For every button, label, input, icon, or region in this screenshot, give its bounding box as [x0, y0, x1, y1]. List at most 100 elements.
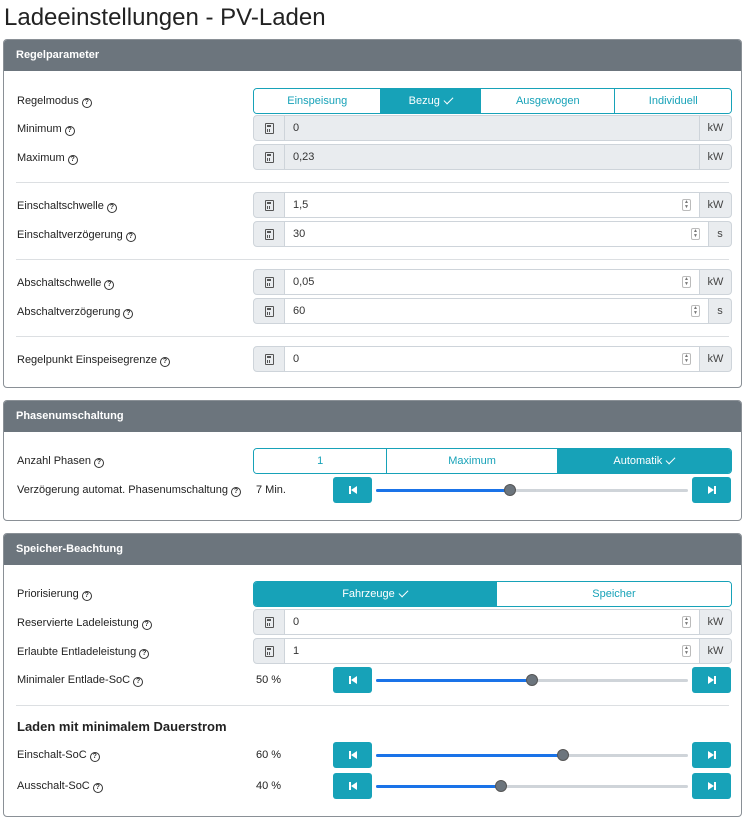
help-icon[interactable]: ?: [123, 309, 134, 319]
calculator-button[interactable]: [253, 298, 285, 324]
spinner-icon[interactable]: ▲ ▼: [682, 645, 691, 657]
help-icon[interactable]: ?: [81, 591, 92, 601]
calculator-button[interactable]: [253, 144, 285, 170]
help-icon[interactable]: ?: [160, 357, 171, 367]
abschaltschwelle-input[interactable]: 0,05 ▲ ▼: [285, 269, 700, 295]
regelmodus-button-group: Einspeisung Bezug Ausgewogen Individuell: [253, 88, 732, 114]
minimum-input-group: 0 kW: [253, 115, 732, 143]
spinner-icon[interactable]: ▲ ▼: [691, 228, 700, 240]
priorisierung-option-fahrzeuge[interactable]: Fahrzeuge: [254, 582, 496, 606]
calculator-button[interactable]: [253, 609, 285, 635]
einschalt-soc-decrease-button[interactable]: [333, 742, 372, 768]
step-backward-icon: [348, 782, 357, 790]
help-icon[interactable]: ?: [141, 620, 152, 630]
row-regelmodus: Regelmodus? Einspeisung Bezug Ausgewogen…: [4, 87, 741, 115]
calculator-icon: [264, 645, 274, 657]
einschaltschwelle-input[interactable]: 1,5 ▲ ▼: [285, 192, 700, 218]
help-icon[interactable]: ?: [92, 783, 103, 793]
slider-fill: [376, 679, 532, 682]
page-title: Ladeeinstellungen - PV-Laden: [4, 4, 326, 31]
maximum-input-group: 0,23 kW: [253, 144, 732, 172]
minimum-field: 0: [285, 115, 700, 141]
help-icon[interactable]: ?: [133, 677, 144, 687]
spinner-icon[interactable]: ▲ ▼: [691, 305, 700, 317]
verzoegerung-increase-button[interactable]: [692, 477, 731, 503]
calculator-button[interactable]: [253, 269, 285, 295]
regelmodus-option-individuell[interactable]: Individuell: [614, 89, 731, 113]
check-icon: [443, 94, 454, 105]
card-header-regelparameter[interactable]: Regelparameter: [4, 40, 741, 71]
help-icon[interactable]: ?: [81, 98, 92, 108]
einschaltverzoegerung-input[interactable]: 30 ▲ ▼: [285, 221, 709, 247]
min-entlade-soc-slider[interactable]: [376, 674, 688, 686]
spinner-icon[interactable]: ▲ ▼: [682, 199, 691, 211]
slider-thumb[interactable]: [504, 484, 517, 496]
slider-fill: [376, 754, 564, 757]
einschalt-soc-increase-button[interactable]: [692, 742, 731, 768]
regelmodus-option-einspeisung[interactable]: Einspeisung: [254, 89, 381, 113]
calculator-button[interactable]: [253, 638, 285, 664]
verzoegerung-decrease-button[interactable]: [333, 477, 372, 503]
verzoegerung-slider[interactable]: [376, 484, 688, 496]
spinner-icon[interactable]: ▲ ▼: [682, 353, 691, 365]
regelmodus-option-ausgewogen[interactable]: Ausgewogen: [480, 89, 615, 113]
help-icon[interactable]: ?: [94, 458, 104, 468]
step-backward-icon: [348, 751, 357, 759]
maximum-field: 0,23: [285, 144, 700, 170]
label-anzahl-phasen: Anzahl Phasen?: [17, 447, 104, 475]
spinner-icon[interactable]: ▲ ▼: [682, 616, 691, 628]
priorisierung-button-group: Fahrzeuge Speicher: [253, 581, 732, 607]
minimum-unit: kW: [700, 115, 732, 141]
row-priorisierung: Priorisierung? Fahrzeuge Speicher: [4, 580, 741, 608]
abschaltverzoegerung-input[interactable]: 60 ▲ ▼: [285, 298, 709, 324]
calculator-button[interactable]: [253, 115, 285, 141]
label-abschaltschwelle: Abschaltschwelle?: [17, 269, 115, 297]
row-abschaltverzoegerung: Abschaltverzögerung? 60 ▲ ▼ s: [4, 298, 741, 326]
einschalt-soc-slider[interactable]: [376, 749, 688, 761]
card-header-speicher[interactable]: Speicher-Beachtung: [4, 534, 741, 565]
regelpunkt-unit: kW: [700, 346, 732, 372]
calculator-button[interactable]: [253, 221, 285, 247]
ausschalt-soc-decrease-button[interactable]: [333, 773, 372, 799]
priorisierung-option-speicher[interactable]: Speicher: [495, 582, 731, 606]
help-icon[interactable]: ?: [106, 203, 117, 213]
phasen-option-1[interactable]: 1: [254, 449, 387, 473]
min-entlade-soc-increase-button[interactable]: [692, 667, 731, 693]
slider-thumb[interactable]: [494, 780, 507, 792]
reservierte-input[interactable]: 0 ▲ ▼: [285, 609, 700, 635]
row-reservierte: Reservierte Ladeleistung? 0 ▲ ▼ kW: [4, 609, 741, 637]
einschalt-soc-value: 60 %: [256, 749, 282, 761]
help-icon[interactable]: ?: [139, 649, 150, 659]
slider-fill: [376, 489, 511, 492]
spinner-icon[interactable]: ▲ ▼: [682, 276, 691, 288]
row-abschaltschwelle: Abschaltschwelle? 0,05 ▲ ▼ kW: [4, 269, 741, 297]
help-icon[interactable]: ?: [104, 280, 115, 290]
label-regelpunkt: Regelpunkt Einspeisegrenze?: [17, 346, 171, 374]
phasen-option-automatik[interactable]: Automatik: [556, 449, 731, 473]
erlaubte-input[interactable]: 1 ▲ ▼: [285, 638, 700, 664]
calculator-button[interactable]: [253, 346, 285, 372]
ausschalt-soc-slider[interactable]: [376, 780, 688, 792]
reservierte-input-group: 0 ▲ ▼ kW: [253, 609, 732, 637]
help-icon[interactable]: ?: [67, 155, 78, 165]
help-icon[interactable]: ?: [125, 232, 136, 242]
regelpunkt-input[interactable]: 0 ▲ ▼: [285, 346, 700, 372]
slider-thumb[interactable]: [526, 674, 538, 686]
row-minimum: Minimum? 0 kW: [4, 115, 741, 143]
calculator-button[interactable]: [253, 192, 285, 218]
card-header-phasenumschaltung[interactable]: Phasenumschaltung: [4, 401, 741, 432]
label-einschaltverzoegerung: Einschaltverzögerung?: [17, 221, 136, 249]
card-speicher-beachtung: Speicher-Beachtung Priorisierung? Fahrze…: [3, 533, 742, 817]
ausschalt-soc-increase-button[interactable]: [692, 773, 731, 799]
regelmodus-option-bezug[interactable]: Bezug: [380, 89, 481, 113]
min-entlade-soc-decrease-button[interactable]: [333, 667, 372, 693]
label-einschaltschwelle: Einschaltschwelle?: [17, 192, 117, 220]
slider-thumb[interactable]: [557, 749, 570, 761]
help-icon[interactable]: ?: [89, 752, 100, 762]
abschaltschwelle-input-group: 0,05 ▲ ▼ kW: [253, 269, 732, 297]
phasen-option-maximum[interactable]: Maximum: [386, 449, 557, 473]
calculator-icon: [264, 151, 274, 163]
help-icon[interactable]: ?: [230, 487, 241, 497]
divider: [16, 182, 729, 183]
help-icon[interactable]: ?: [64, 126, 75, 136]
